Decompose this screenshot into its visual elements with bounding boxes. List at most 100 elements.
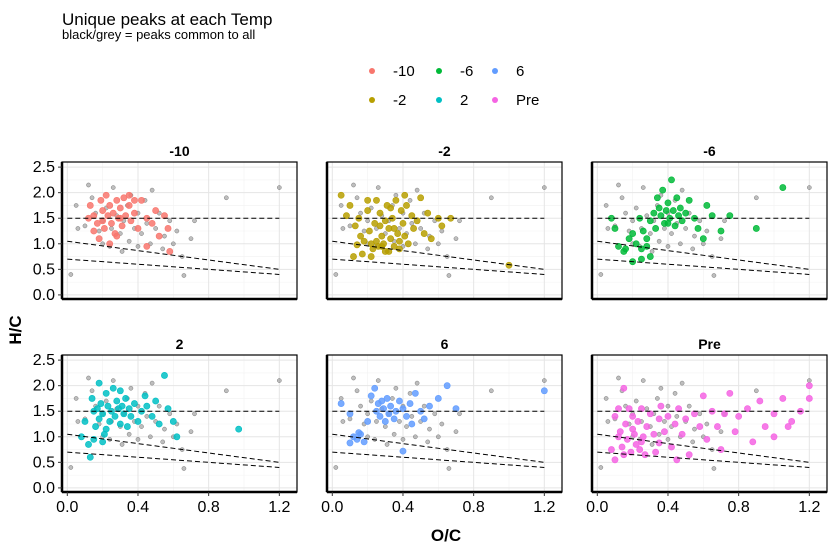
unique-peak-point: [102, 425, 110, 433]
unique-peak-point: [749, 438, 757, 446]
unique-peak-point: [364, 418, 372, 425]
common-peak-point: [672, 390, 678, 396]
unique-peak-point: [668, 443, 675, 451]
common-peak-point: [598, 465, 604, 470]
common-peak-point: [446, 466, 452, 471]
common-peak-point: [488, 195, 494, 201]
unique-peak-point: [101, 225, 108, 232]
legend-item: Pre: [492, 92, 539, 109]
common-peak-point: [425, 246, 431, 252]
common-peak-point: [662, 226, 667, 231]
unique-peak-point: [678, 217, 686, 225]
facet-panel: 6: [325, 336, 563, 494]
unique-peak-point: [417, 194, 425, 202]
x-tick-label: 0.8: [198, 499, 220, 516]
common-peak-point: [89, 195, 95, 201]
unique-peak-point: [426, 402, 433, 410]
facet-panel: -10: [60, 143, 298, 301]
common-peak-point: [119, 249, 125, 254]
common-peak-point: [753, 388, 759, 394]
common-peak-point: [692, 233, 697, 239]
common-peak-point: [407, 390, 413, 396]
unique-peak-point: [761, 423, 769, 430]
unique-peak-point: [664, 412, 672, 420]
unique-peak-point: [408, 420, 416, 428]
unique-peak-point: [678, 430, 686, 438]
common-peak-point: [649, 442, 655, 447]
common-peak-point: [633, 205, 639, 211]
common-peak-point: [223, 195, 229, 201]
common-peak-point: [109, 226, 114, 231]
unique-peak-point: [95, 415, 103, 423]
common-peak-point: [160, 439, 166, 445]
unique-peak-point: [611, 412, 619, 420]
facet-panels: -10 -2 -6 2 6 Pre: [60, 143, 828, 494]
unique-peak-point: [387, 402, 395, 410]
legend-item: -10: [369, 63, 415, 80]
common-peak-point: [677, 241, 683, 247]
x-tick-label: 0.0: [56, 499, 78, 516]
common-peak-point: [616, 182, 621, 188]
unique-peak-point: [371, 384, 379, 392]
unique-peak-point: [360, 438, 368, 446]
common-peak-point: [409, 220, 415, 226]
common-peak-point: [640, 185, 646, 190]
x-axis-title: O/C: [431, 526, 461, 545]
legend-label: -2: [393, 92, 406, 109]
common-peak-point: [149, 380, 155, 386]
y-tick-label: 1.0: [33, 429, 55, 446]
unique-peak-point: [118, 222, 126, 230]
x-tick-label: 1.2: [268, 499, 290, 516]
common-peak-point: [418, 226, 423, 231]
unique-peak-point: [770, 433, 778, 441]
unique-peak-point: [86, 202, 94, 209]
unique-peak-point: [148, 219, 156, 227]
unique-peak-point: [399, 447, 407, 455]
legend-item: -6: [436, 63, 473, 80]
unique-peak-point: [396, 397, 403, 405]
x-tick-label: 0.0: [586, 499, 608, 516]
common-peak-point: [110, 185, 116, 190]
unique-peak-point: [427, 235, 435, 243]
common-peak-point: [174, 228, 180, 234]
common-peak-point: [603, 203, 609, 208]
common-peak-point: [453, 429, 459, 435]
unique-peak-point: [376, 412, 384, 420]
common-peak-point: [162, 233, 167, 239]
unique-peak-point: [629, 412, 637, 420]
facet-panel: 2: [60, 336, 298, 494]
unique-peak-point: [346, 439, 354, 447]
common-peak-point: [192, 411, 197, 417]
unique-peak-point: [682, 415, 690, 423]
common-peak-point: [658, 385, 664, 391]
unique-peak-point: [86, 453, 94, 461]
common-peak-point: [347, 223, 353, 229]
common-peak-point: [393, 385, 399, 391]
unique-peak-point: [653, 194, 661, 202]
facet-panel: Pre: [590, 336, 828, 494]
unique-peak-point: [652, 448, 660, 456]
unique-peak-point: [141, 392, 149, 400]
common-peak-point: [149, 187, 155, 193]
unique-peak-point: [102, 191, 110, 199]
common-peak-point: [338, 203, 344, 208]
common-peak-point: [354, 388, 360, 394]
unique-peak-point: [113, 196, 121, 204]
unique-peak-point: [99, 217, 107, 225]
unique-peak-point: [88, 395, 96, 402]
common-peak-point: [338, 396, 344, 401]
common-peak-point: [351, 375, 356, 381]
common-peak-point: [407, 197, 413, 203]
common-peak-point: [156, 403, 162, 409]
unique-peak-point: [717, 446, 725, 453]
unique-peak-point: [138, 196, 145, 204]
common-peak-point: [633, 398, 639, 404]
unique-peak-point: [106, 202, 114, 209]
unique-peak-point: [726, 389, 734, 397]
common-peak-point: [647, 231, 653, 236]
unique-peak-point: [699, 235, 707, 243]
common-peak-point: [665, 436, 671, 442]
common-peak-point: [623, 210, 628, 216]
unique-peak-point: [629, 230, 637, 237]
common-peak-point: [665, 243, 671, 249]
